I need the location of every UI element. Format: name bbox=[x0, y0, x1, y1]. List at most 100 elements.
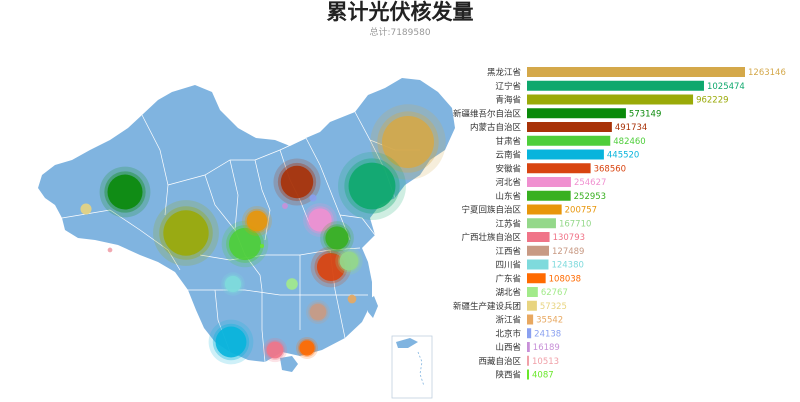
value-label: 252953 bbox=[574, 192, 606, 202]
bubble-core[interactable] bbox=[280, 165, 314, 199]
value-label: 482460 bbox=[613, 137, 645, 147]
province-bubble[interactable] bbox=[262, 337, 288, 363]
value-label: 35542 bbox=[536, 316, 563, 326]
bubble-core[interactable] bbox=[215, 326, 247, 358]
province-bubble[interactable] bbox=[320, 221, 354, 255]
bar[interactable] bbox=[527, 122, 612, 132]
bar[interactable] bbox=[527, 300, 537, 311]
value-label: 962229 bbox=[696, 96, 728, 106]
bubble-core[interactable] bbox=[299, 340, 315, 356]
province-bubble[interactable] bbox=[335, 247, 363, 275]
value-label: 108038 bbox=[549, 274, 581, 284]
bubble-core[interactable] bbox=[348, 162, 396, 210]
value-label: 1025474 bbox=[707, 82, 745, 92]
province-bubble[interactable] bbox=[309, 194, 317, 202]
province-bubble[interactable] bbox=[295, 336, 319, 360]
bar[interactable] bbox=[527, 314, 534, 325]
bar[interactable] bbox=[527, 218, 556, 229]
value-label: 445520 bbox=[607, 151, 639, 161]
category-label: 西藏自治区 bbox=[478, 356, 521, 367]
province-bubble[interactable] bbox=[221, 220, 269, 268]
bubble-core[interactable] bbox=[339, 251, 359, 271]
value-label: 254627 bbox=[574, 178, 606, 188]
bar[interactable] bbox=[527, 163, 591, 174]
bar[interactable] bbox=[527, 94, 694, 105]
bar[interactable] bbox=[527, 204, 562, 215]
bubble-core[interactable] bbox=[309, 303, 327, 321]
value-label: 16189 bbox=[533, 343, 560, 353]
bar[interactable] bbox=[527, 355, 529, 366]
bar[interactable] bbox=[527, 67, 745, 77]
category-label: 新疆维吾尔自治区 bbox=[453, 108, 522, 119]
bar[interactable] bbox=[527, 342, 530, 352]
bubble-core[interactable] bbox=[347, 294, 357, 304]
chart-title: 累计光伏核发量 bbox=[326, 0, 474, 24]
value-label: 200757 bbox=[565, 206, 597, 216]
category-label: 辽宁省 bbox=[495, 81, 521, 92]
bubble-core[interactable] bbox=[266, 341, 284, 359]
bar[interactable] bbox=[527, 328, 532, 339]
province-bubble[interactable] bbox=[221, 272, 245, 296]
category-label: 江西省 bbox=[495, 246, 521, 257]
bar[interactable] bbox=[527, 245, 550, 256]
china-map[interactable] bbox=[0, 0, 470, 402]
bar[interactable] bbox=[527, 177, 571, 187]
category-label: 云南省 bbox=[495, 150, 521, 161]
bar[interactable] bbox=[527, 190, 571, 201]
province-bubble[interactable] bbox=[99, 166, 151, 218]
bar[interactable] bbox=[527, 135, 611, 146]
bubble-core[interactable] bbox=[316, 252, 346, 282]
category-label: 广西壮族自治区 bbox=[461, 232, 521, 243]
province-bubble[interactable] bbox=[303, 203, 337, 237]
bar[interactable] bbox=[527, 80, 704, 91]
bubble-core[interactable] bbox=[224, 275, 242, 293]
value-label: 127489 bbox=[552, 247, 584, 257]
province-bubble[interactable] bbox=[282, 203, 288, 209]
bubble-core[interactable] bbox=[228, 227, 262, 261]
value-label: 130793 bbox=[553, 233, 585, 243]
hainan-island bbox=[280, 356, 298, 372]
south-china-sea-inset bbox=[391, 335, 433, 399]
province-bubble[interactable] bbox=[208, 319, 254, 365]
province-bubble[interactable] bbox=[306, 300, 330, 324]
category-label: 山西省 bbox=[495, 342, 521, 353]
province-bubble[interactable] bbox=[286, 278, 298, 290]
bubble-core[interactable] bbox=[107, 247, 113, 253]
province-bubble[interactable] bbox=[347, 294, 357, 304]
value-label: 4087 bbox=[532, 371, 554, 381]
bubble-core[interactable] bbox=[325, 226, 349, 250]
province-bubble[interactable] bbox=[273, 158, 321, 206]
bar[interactable] bbox=[527, 232, 550, 242]
bar[interactable] bbox=[527, 149, 604, 160]
bubble-core[interactable] bbox=[80, 203, 92, 215]
province-bubble[interactable] bbox=[107, 247, 113, 253]
bubble-core[interactable] bbox=[163, 210, 209, 256]
bar-group: 黑龙江省 1263146 辽宁省 1025474 青海省 962229 新疆维吾尔自治区 57… bbox=[453, 67, 786, 381]
province-bubble[interactable] bbox=[370, 104, 446, 180]
value-label: 124380 bbox=[551, 261, 583, 271]
bar[interactable] bbox=[527, 108, 626, 119]
province-bubbles[interactable] bbox=[80, 104, 446, 365]
bubble-core[interactable] bbox=[107, 174, 143, 210]
province-bubble[interactable] bbox=[338, 152, 406, 220]
bubble-core[interactable] bbox=[246, 210, 268, 232]
province-bubble[interactable] bbox=[80, 203, 92, 215]
bubble-core[interactable] bbox=[382, 116, 434, 168]
bubble-core[interactable] bbox=[308, 208, 332, 232]
bubble-core[interactable] bbox=[286, 278, 298, 290]
value-label: 57325 bbox=[540, 302, 567, 312]
taiwan-island bbox=[368, 296, 378, 318]
bubble-core[interactable] bbox=[282, 203, 288, 209]
bar[interactable] bbox=[527, 273, 546, 284]
bar[interactable] bbox=[527, 287, 538, 297]
bar[interactable] bbox=[527, 369, 529, 380]
province-bubble[interactable] bbox=[260, 244, 264, 248]
bar[interactable] bbox=[527, 259, 549, 270]
province-bubble[interactable] bbox=[241, 205, 273, 237]
bubble-core[interactable] bbox=[309, 194, 317, 202]
category-label: 湖北省 bbox=[495, 287, 521, 298]
province-bubble[interactable] bbox=[153, 200, 219, 266]
bubble-core[interactable] bbox=[260, 244, 264, 248]
category-label: 浙江省 bbox=[495, 315, 521, 326]
